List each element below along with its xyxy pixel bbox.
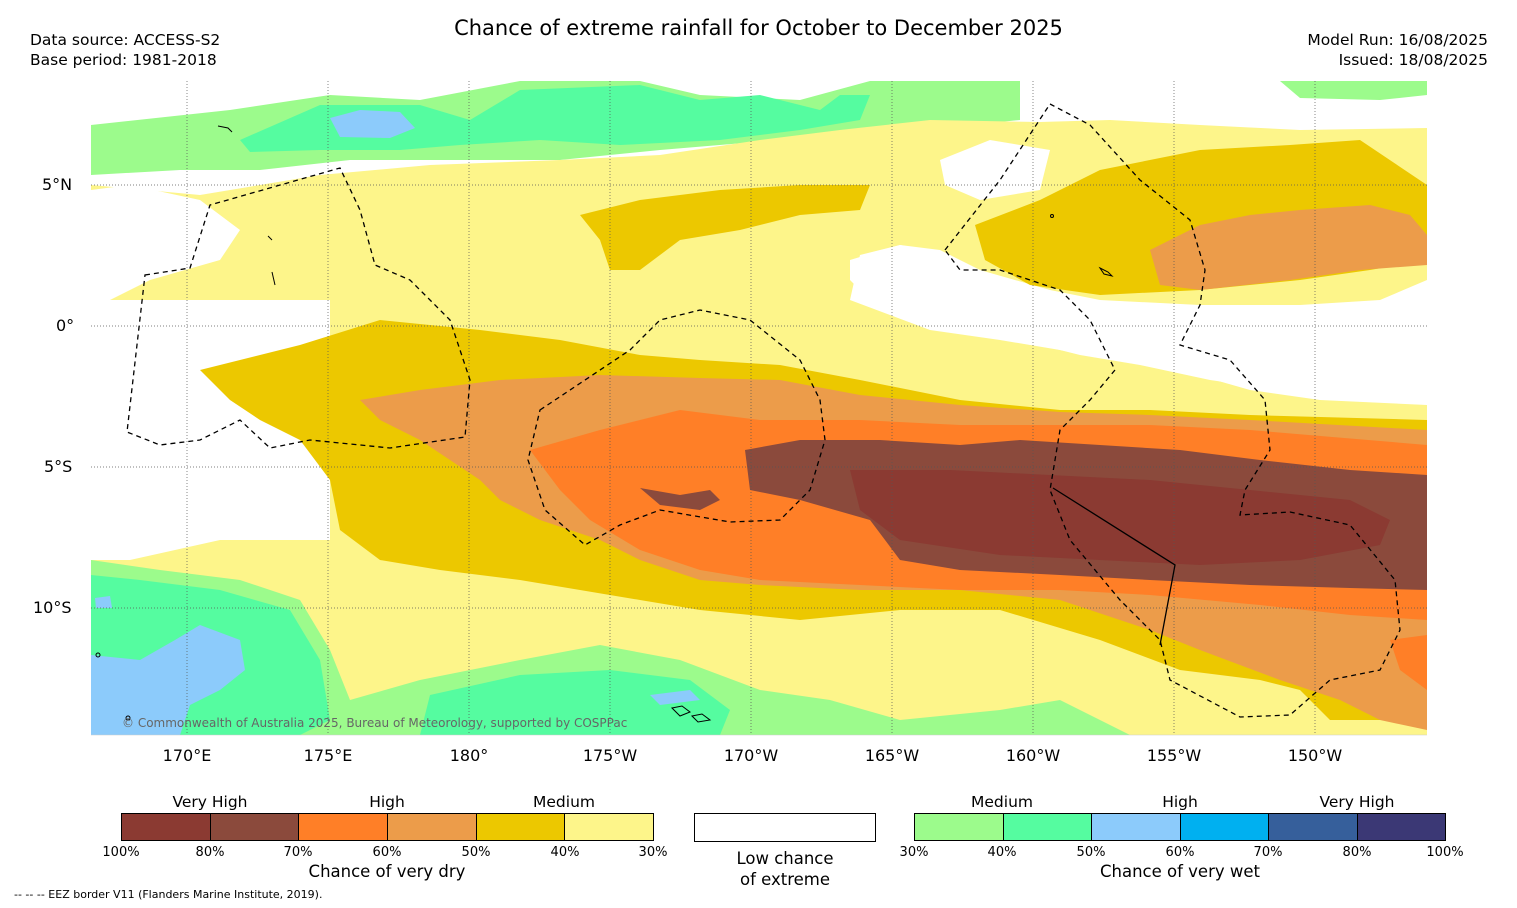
- graticule: [91, 81, 1427, 735]
- model-run: Model Run: 16/08/2025: [1307, 31, 1488, 49]
- wet-bar-swatch-5: [1357, 814, 1445, 840]
- dry-tick: 80%: [195, 845, 225, 860]
- dry-bar-swatch-1: [210, 814, 300, 840]
- wet-cat-very-high: Very High: [1319, 793, 1395, 811]
- dry-bar-swatch-3: [388, 814, 477, 840]
- wet-bar-swatch-3: [1180, 814, 1269, 840]
- low-chance-swatch: [694, 813, 876, 842]
- wet-region-south-50: [91, 625, 245, 735]
- lat-label-10s: 10°S: [33, 598, 72, 617]
- eez-border-note: -- -- -- EEZ border V11 (Flanders Marine…: [14, 888, 323, 901]
- wet-colorbar: [914, 813, 1446, 841]
- dry-region-60-east: [1390, 635, 1427, 690]
- wet-bar-swatch-2: [1092, 814, 1181, 840]
- dry-tick: 60%: [372, 845, 402, 860]
- low-region-west: [91, 185, 240, 300]
- low-chance-line2: of extreme: [739, 870, 831, 889]
- eez-solid-border: [1052, 487, 1176, 646]
- wet-bar-swatch-4: [1269, 814, 1358, 840]
- wet-region-south: [91, 560, 1130, 735]
- wet-tick: 40%: [987, 845, 1017, 860]
- dry-region-40-north: [580, 185, 870, 270]
- wet-legend-title: Chance of very wet: [1100, 862, 1260, 881]
- wet-bar-swatch-0: [915, 814, 1004, 840]
- lon-label-175w: 175°W: [582, 746, 638, 765]
- dry-cat-medium: Medium: [533, 793, 595, 811]
- wet-tick: 70%: [1253, 845, 1283, 860]
- wet-region-south-40b: [420, 670, 730, 735]
- wet-tick: 60%: [1165, 845, 1195, 860]
- wet-tick: 80%: [1342, 845, 1372, 860]
- lon-label-150w: 150°W: [1287, 746, 1343, 765]
- lon-label-155w: 155°W: [1146, 746, 1202, 765]
- wet-tick: 30%: [899, 845, 929, 860]
- islands: [95, 125, 1114, 723]
- issued-date: Issued: 18/08/2025: [1338, 51, 1488, 69]
- low-chance-line1: Low chance: [736, 849, 834, 868]
- lat-label-5n: 5°N: [42, 175, 73, 194]
- lon-label-170e: 170°E: [162, 746, 212, 765]
- dry-region-80: [850, 470, 1390, 565]
- dry-bar-swatch-0: [122, 814, 211, 840]
- wet-region-north-50: [330, 110, 415, 138]
- lat-label-0: 0°: [56, 316, 75, 335]
- base-period: Base period: 1981-2018: [30, 51, 217, 69]
- lon-label-175e: 175°E: [303, 746, 353, 765]
- dry-cat-very-high: Very High: [172, 793, 248, 811]
- dry-cat-high: High: [369, 793, 405, 811]
- low-chance-label: Low chance of extreme: [736, 848, 833, 890]
- map-title: Chance of extreme rainfall for October t…: [454, 16, 1063, 40]
- wet-bar-swatch-1: [1003, 814, 1092, 840]
- map-fill-layer: [91, 81, 1427, 735]
- lon-label-165w: 165°W: [864, 746, 920, 765]
- lon-label-180: 180°: [449, 746, 489, 765]
- wet-region-ne: [1280, 81, 1427, 100]
- eez-tokelau: [527, 309, 826, 546]
- dry-colorbar: [121, 813, 654, 841]
- dry-bar-swatch-2: [299, 814, 389, 840]
- dry-bar-swatch-5: [565, 814, 654, 840]
- wet-region-north-40: [240, 85, 870, 152]
- eez-kiribati-line: [944, 103, 1401, 718]
- dry-region-50-ne: [1150, 205, 1427, 290]
- wet-region-south-50b: [650, 690, 700, 705]
- wet-cat-high: High: [1162, 793, 1198, 811]
- wet-region-south-50c: [95, 596, 112, 608]
- lon-label-160w: 160°W: [1005, 746, 1061, 765]
- dry-region-70-small: [640, 488, 720, 510]
- wet-tick: 50%: [1076, 845, 1106, 860]
- lat-label-5s: 5°S: [44, 457, 73, 476]
- dry-tick: 40%: [550, 845, 580, 860]
- copyright-notice: © Commonwealth of Australia 2025, Bureau…: [122, 716, 628, 730]
- dry-tick: 100%: [102, 845, 140, 860]
- wet-cat-medium: Medium: [971, 793, 1033, 811]
- dry-tick: 30%: [638, 845, 668, 860]
- eez-borders: [126, 103, 1401, 718]
- data-source: Data source: ACCESS-S2: [30, 31, 221, 49]
- low-region-central-north: [850, 245, 1427, 400]
- dry-bar-swatch-4: [476, 814, 566, 840]
- dry-tick: 70%: [283, 845, 313, 860]
- wet-tick: 100%: [1426, 845, 1464, 860]
- dry-tick: 50%: [461, 845, 491, 860]
- lon-label-170w: 170°W: [723, 746, 779, 765]
- dry-legend-title: Chance of very dry: [308, 862, 466, 881]
